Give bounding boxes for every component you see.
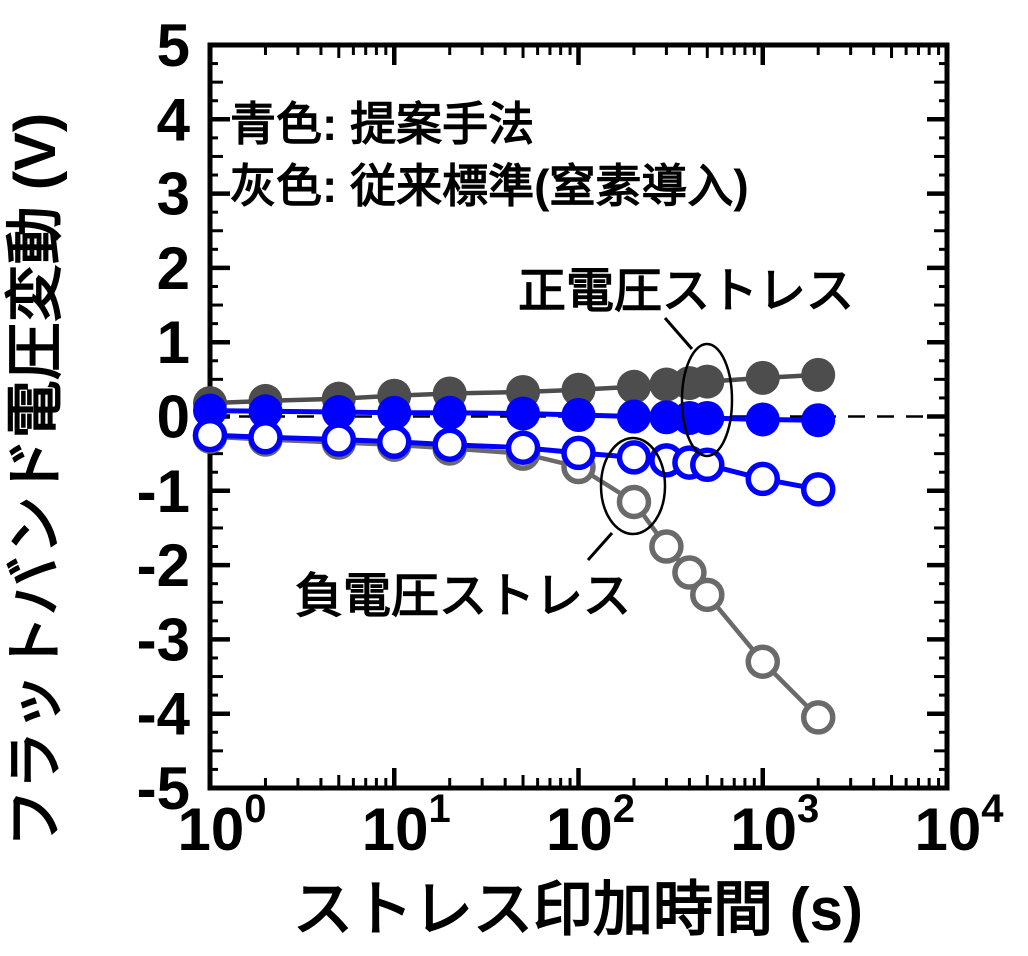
y-tick-label: 3 bbox=[157, 161, 190, 228]
data-point bbox=[690, 364, 725, 399]
y-tick-label: 0 bbox=[157, 384, 190, 451]
x-tick-label: 101 bbox=[362, 787, 451, 863]
y-axis-title: フラットバンド電圧変動 (V) bbox=[3, 113, 68, 847]
data-point bbox=[248, 420, 283, 455]
data-point bbox=[561, 398, 596, 433]
data-point bbox=[561, 435, 596, 471]
data-point bbox=[321, 395, 356, 430]
legend-item-1: 灰色: 従来標準(窒素導入) bbox=[230, 160, 749, 212]
data-point bbox=[616, 369, 651, 404]
data-point bbox=[649, 529, 684, 564]
data-point bbox=[432, 427, 467, 462]
data-point bbox=[192, 417, 228, 453]
annotation-leader-positive bbox=[663, 317, 694, 350]
data-point bbox=[745, 402, 780, 437]
data-point bbox=[800, 472, 836, 507]
y-tick-label: -4 bbox=[137, 681, 191, 748]
data-point bbox=[801, 403, 836, 438]
data-point bbox=[505, 430, 541, 465]
x-axis-tick-labels: 100 101 102 103 104 bbox=[178, 787, 1005, 863]
data-point bbox=[801, 357, 836, 392]
data-point bbox=[377, 424, 412, 460]
series-proposed-positive-stress bbox=[193, 393, 836, 438]
data-point bbox=[506, 396, 541, 431]
x-tick-label: 104 bbox=[915, 787, 1005, 863]
x-tick-label: 103 bbox=[730, 787, 819, 863]
annotation-ellipse-positive bbox=[680, 342, 734, 458]
annotation-ellipse-negative bbox=[599, 436, 667, 536]
data-point bbox=[690, 400, 725, 435]
data-point bbox=[616, 440, 652, 475]
annotation-negative-stress: 負電圧ストレス bbox=[295, 570, 631, 623]
annotation-positive-stress: 正電圧ストレス bbox=[518, 265, 854, 318]
data-point bbox=[800, 700, 836, 735]
y-tick-label: -3 bbox=[137, 606, 190, 673]
data-point bbox=[321, 422, 357, 457]
y-tick-label: -1 bbox=[137, 458, 190, 525]
x-tick-label: 100 bbox=[178, 787, 267, 863]
data-point bbox=[377, 395, 412, 430]
y-tick-label: 2 bbox=[157, 235, 190, 302]
data-point bbox=[745, 644, 780, 679]
y-axis-tick-labels: 5 4 3 2 1 0 -1 -2 -3 -4 -5 bbox=[137, 12, 191, 822]
y-tick-label: 1 bbox=[157, 309, 190, 376]
data-point bbox=[193, 393, 227, 428]
series-proposed-negative-stress bbox=[192, 417, 836, 507]
annotation-leader-negative bbox=[586, 532, 614, 561]
x-tick-label: 102 bbox=[546, 787, 635, 863]
data-point bbox=[690, 447, 725, 483]
y-tick-label: 4 bbox=[157, 86, 191, 153]
y-axis-ticks bbox=[210, 42, 947, 791]
data-point bbox=[561, 372, 596, 407]
y-tick-label: 5 bbox=[157, 12, 190, 79]
y-tick-label: -5 bbox=[137, 755, 190, 822]
data-point bbox=[248, 394, 283, 429]
data-point bbox=[745, 360, 780, 395]
data-point bbox=[432, 395, 467, 430]
y-tick-label: -2 bbox=[137, 532, 190, 599]
x-axis-title: ストレス印加時間 (s) bbox=[293, 876, 863, 943]
data-point bbox=[745, 461, 780, 497]
x-axis-ticks bbox=[207, 45, 950, 788]
data-point bbox=[672, 555, 707, 590]
data-point bbox=[616, 484, 652, 520]
data-point bbox=[690, 577, 725, 613]
data-point bbox=[616, 399, 651, 434]
legend-item-0: 青色: 提案手法 bbox=[230, 98, 534, 150]
